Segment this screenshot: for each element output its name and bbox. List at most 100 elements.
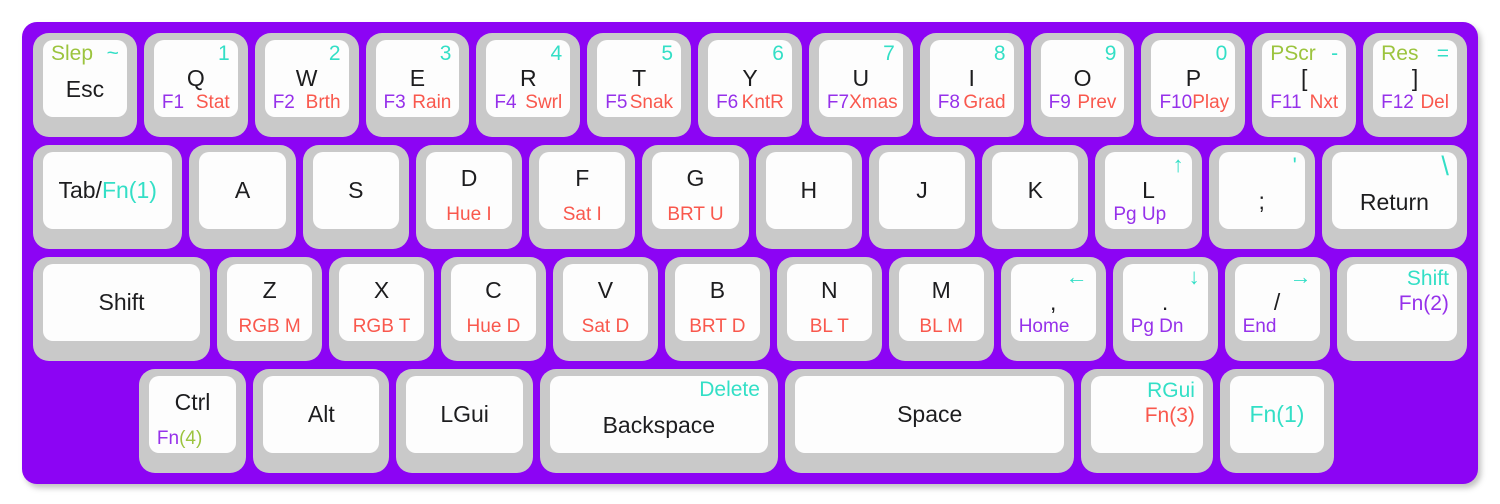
key-b-main-label: B (709, 277, 726, 303)
key-slash[interactable]: → / End (1224, 257, 1330, 361)
key-j-cap: J (878, 152, 966, 229)
key-comma[interactable]: ←, Home (1000, 257, 1106, 361)
key-w-top-right-label: 2 (328, 42, 341, 65)
key-e-top-right-label: 3 (439, 42, 452, 65)
key-p-main-label: P (1185, 64, 1202, 91)
key-lbracket-bottom-left-group: F11 (1270, 92, 1301, 114)
key-fn3-top-right-label: Fn(3) (1144, 404, 1195, 427)
key-j[interactable]: J (868, 145, 976, 249)
key-d[interactable]: D Hue I (415, 145, 523, 249)
key-lbracket[interactable]: PScr -[F11 Nxt (1252, 33, 1357, 137)
key-fn3[interactable]: RGui Fn(3) (1081, 369, 1213, 473)
key-semicolon[interactable]: '; (1208, 145, 1315, 249)
key-x-bottom-row: RGB T (347, 315, 416, 338)
key-y[interactable]: 6 Y F6 KntR (698, 33, 802, 137)
key-space[interactable]: Space (784, 369, 1075, 473)
key-e[interactable]: 3 E F3 Rain (365, 33, 470, 137)
key-a-main-label: A (234, 176, 251, 203)
key-period[interactable]: ↓. Pg Dn (1112, 257, 1218, 361)
key-x-main-label: X (373, 277, 390, 303)
key-comma-cap: ←, Home (1010, 264, 1096, 341)
key-d-cap: D Hue I (425, 152, 513, 229)
key-fn1-main-label: Fn(1) (1249, 400, 1305, 427)
key-period-top-row: ↓ (1131, 266, 1200, 289)
key-x[interactable]: X RGB T (329, 257, 435, 361)
key-f[interactable]: F Sat I (529, 145, 636, 249)
key-r-bottom-right-group: Swrl (525, 92, 562, 114)
key-l[interactable]: ↑ L Pg Up (1095, 145, 1202, 249)
key-t[interactable]: 5 T F5 Snak (587, 33, 692, 137)
key-lbracket-bottom-row: F11 Nxt (1270, 91, 1338, 114)
key-m[interactable]: M BL M (888, 257, 994, 361)
key-k[interactable]: K (982, 145, 1089, 249)
key-period-cap: ↓. Pg Dn (1122, 264, 1208, 341)
key-backspace[interactable]: Delete Backspace (539, 369, 778, 473)
key-b-cap: B BRT D (674, 264, 760, 341)
key-return[interactable]: \ Return (1321, 145, 1467, 249)
key-a[interactable]: A (189, 145, 296, 249)
key-n[interactable]: N BL T (776, 257, 882, 361)
key-z[interactable]: Z RGB M (217, 257, 323, 361)
key-y-bottom-right-label: KntR (741, 92, 784, 113)
key-l-bottom-row: Pg Up (1113, 203, 1183, 226)
key-o[interactable]: 9 O F9 Prev (1030, 33, 1135, 137)
key-r-bottom-left-label: F4 (494, 92, 517, 113)
key-q[interactable]: 1 Q F1 Stat (143, 33, 248, 137)
key-ctrl-bottom-row: Fn(4) (157, 427, 228, 450)
key-g-bottom-center-label: BRT U (667, 204, 724, 225)
key-y-bottom-left-label: F6 (716, 92, 739, 113)
key-w-main: W (273, 65, 341, 91)
key-y-bottom-right-group: KntR (742, 92, 784, 114)
key-esc[interactable]: Slep ~ Esc (33, 33, 137, 137)
key-t-top-right-label: 5 (661, 42, 674, 65)
key-c-bottom-center-label: Hue D (466, 316, 521, 337)
key-q-main: Q (162, 65, 230, 91)
key-comma-bottom-row: Home (1019, 315, 1088, 338)
key-fn1[interactable]: Fn(1) (1219, 369, 1334, 473)
key-ctrl[interactable]: Ctrl Fn(4) (138, 369, 247, 473)
key-rshift[interactable]: Shift Fn(2) (1336, 257, 1467, 361)
key-alt[interactable]: Alt (253, 369, 390, 473)
key-rbracket[interactable]: Res =] F12 Del (1363, 33, 1467, 137)
key-esc-top-left-label: Slep (51, 42, 94, 65)
key-slash-top-row: → (1243, 266, 1312, 289)
key-f-bottom-center-label: Sat I (562, 204, 602, 225)
key-slash-cap: → / End (1234, 264, 1320, 341)
key-y-top-right-label: 6 (772, 42, 784, 65)
key-s[interactable]: S (302, 145, 409, 249)
key-comma-main: , (1019, 289, 1088, 315)
key-lshift[interactable]: Shift (33, 257, 211, 361)
key-p-bottom-left-label: F10 (1159, 92, 1193, 113)
key-f-main-label: F (575, 165, 590, 191)
key-v-cap: V Sat D (562, 264, 648, 341)
key-u-bottom-right-group: Xmas (849, 92, 898, 114)
key-tab[interactable]: Tab/Fn(1) (33, 145, 183, 249)
key-v[interactable]: V Sat D (552, 257, 658, 361)
key-i-top-right-label: 8 (993, 42, 1006, 65)
key-q-top-row: 1 (162, 42, 230, 65)
key-slash-main: / (1243, 289, 1312, 315)
key-w[interactable]: 2 W F2 Brth (254, 33, 359, 137)
key-f-bottom-row: Sat I (547, 203, 617, 226)
key-rbracket-bottom-right-group: Del (1420, 92, 1449, 114)
key-l-cap: ↑ L Pg Up (1105, 152, 1192, 229)
key-lgui[interactable]: LGui (396, 369, 533, 473)
key-i-bottom-left-label: F8 (937, 92, 960, 113)
key-p-top-right-label: 0 (1215, 42, 1228, 65)
key-h[interactable]: H (755, 145, 862, 249)
key-rbracket-top-row: Res = (1381, 42, 1449, 65)
key-p[interactable]: 0 P F10 Play (1141, 33, 1246, 137)
key-space-main-label: Space (897, 400, 963, 427)
key-u[interactable]: 7 U F7 Xmas (808, 33, 913, 137)
key-i[interactable]: 8 I F8 Grad (919, 33, 1024, 137)
key-c[interactable]: C Hue D (441, 257, 546, 361)
key-u-cap: 7 U F7 Xmas (818, 40, 903, 117)
key-r[interactable]: 4 R F4 Swrl (476, 33, 581, 137)
key-b[interactable]: B BRT D (664, 257, 770, 361)
key-v-bottom-row: Sat D (571, 315, 640, 338)
key-return-main: Return (1340, 178, 1449, 226)
key-w-cap: 2 W F2 Brth (264, 40, 349, 117)
key-g[interactable]: G BRT U (642, 145, 749, 249)
key-s-main-label: S (348, 176, 364, 203)
key-c-bottom-row: Hue D (459, 315, 528, 338)
